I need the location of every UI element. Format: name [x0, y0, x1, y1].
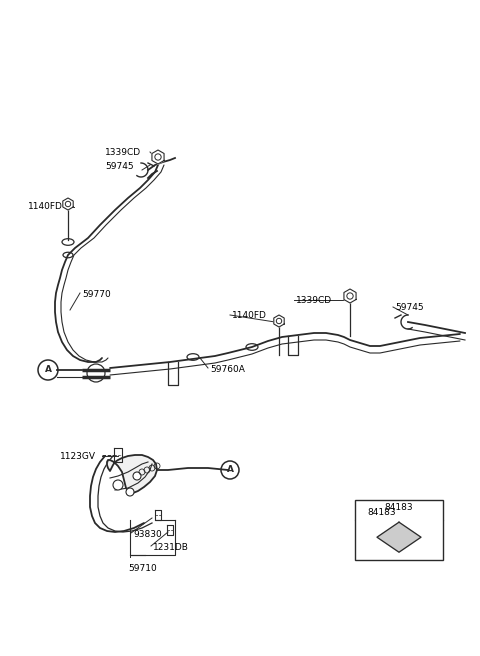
Polygon shape [107, 455, 157, 493]
Polygon shape [63, 198, 73, 210]
Circle shape [133, 472, 141, 480]
Text: 59770: 59770 [82, 290, 111, 299]
Text: 59760A: 59760A [210, 365, 245, 374]
Circle shape [65, 201, 71, 207]
Text: 1231DB: 1231DB [153, 543, 189, 552]
Text: 59710: 59710 [128, 564, 157, 573]
Polygon shape [377, 522, 421, 552]
Text: 59745: 59745 [105, 162, 133, 171]
Polygon shape [152, 150, 164, 164]
Circle shape [276, 318, 282, 323]
Circle shape [347, 293, 353, 299]
Text: A: A [45, 365, 51, 375]
Text: A: A [227, 466, 233, 474]
Text: 1339CD: 1339CD [105, 148, 141, 157]
Text: 59745: 59745 [395, 303, 424, 312]
Text: 93830: 93830 [133, 530, 162, 539]
Text: 84183: 84183 [384, 503, 413, 512]
Text: 1140FD: 1140FD [28, 202, 63, 211]
Text: 84183: 84183 [367, 508, 396, 517]
Text: 1140FD: 1140FD [232, 311, 267, 320]
Circle shape [126, 488, 134, 496]
Text: 1339CD: 1339CD [296, 296, 332, 305]
Polygon shape [274, 315, 284, 327]
Polygon shape [344, 289, 356, 303]
FancyBboxPatch shape [355, 500, 443, 560]
Circle shape [113, 480, 123, 490]
Circle shape [155, 154, 161, 160]
Text: 1123GV: 1123GV [60, 452, 96, 461]
